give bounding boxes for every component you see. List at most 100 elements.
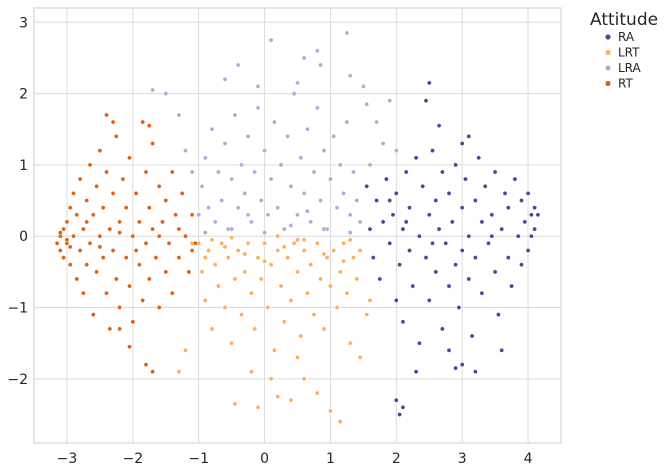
data-point: [268, 376, 274, 382]
data-point: [285, 134, 290, 139]
data-point: [97, 148, 103, 153]
data-point: [400, 226, 406, 232]
data-point: [212, 219, 218, 225]
data-point: [114, 276, 119, 282]
data-point: [364, 183, 370, 189]
data-point: [479, 219, 485, 225]
data-point: [364, 312, 370, 317]
plot-frame: [33, 7, 562, 444]
data-point: [176, 369, 182, 375]
data-point: [321, 148, 327, 153]
data-point: [97, 233, 103, 239]
data-point: [314, 390, 320, 396]
data-point: [285, 255, 290, 260]
data-point: [110, 119, 116, 125]
data-point: [281, 244, 287, 250]
data-point: [486, 240, 491, 246]
legend-label: LRT: [618, 46, 640, 60]
data-point: [199, 183, 205, 189]
data-point: [87, 240, 93, 246]
data-point: [502, 191, 508, 196]
data-point: [291, 240, 297, 246]
data-point: [232, 112, 238, 118]
data-point: [183, 233, 188, 239]
data-point: [331, 134, 337, 139]
data-point: [301, 55, 307, 61]
data-point: [199, 269, 205, 275]
data-point: [245, 212, 251, 218]
data-point: [400, 404, 406, 410]
data-point: [127, 155, 132, 161]
data-point: [423, 255, 429, 260]
data-point: [512, 176, 518, 182]
data-point: [295, 212, 300, 218]
x-tick-label: 1: [326, 451, 335, 467]
data-point: [54, 240, 60, 246]
data-point: [433, 198, 439, 203]
data-point: [393, 191, 399, 196]
data-point: [453, 365, 458, 371]
data-point: [137, 262, 142, 268]
data-point: [367, 298, 373, 303]
data-point: [505, 205, 511, 210]
data-point: [193, 240, 198, 246]
data-point: [519, 198, 524, 203]
data-point: [127, 283, 132, 289]
data-point: [466, 134, 472, 139]
data-point: [453, 262, 458, 268]
data-point: [308, 262, 314, 268]
data-point: [334, 205, 340, 210]
data-point: [357, 355, 363, 360]
data-point: [281, 319, 287, 325]
data-point: [77, 248, 83, 253]
data-point: [268, 37, 274, 43]
data-point: [341, 258, 346, 264]
data-point: [209, 237, 215, 243]
data-point: [84, 198, 89, 203]
data-point: [146, 276, 152, 282]
data-point: [262, 148, 267, 153]
data-point: [104, 290, 109, 296]
data-point: [146, 123, 152, 128]
data-point: [150, 369, 155, 375]
data-point: [156, 305, 162, 310]
data-point: [268, 176, 274, 182]
data-point: [156, 183, 162, 189]
data-point: [489, 212, 495, 218]
data-point: [110, 248, 116, 253]
data-point: [202, 155, 208, 161]
data-point: [377, 276, 383, 282]
data-point: [311, 312, 317, 317]
data-point: [262, 258, 267, 264]
data-point: [107, 226, 113, 232]
data-point: [288, 183, 294, 189]
data-point: [97, 244, 103, 250]
data-point: [278, 162, 284, 168]
data-point: [347, 212, 353, 218]
data-point: [328, 176, 333, 182]
data-point: [344, 30, 350, 36]
data-point: [249, 369, 254, 375]
data-point: [255, 404, 261, 410]
data-point: [74, 276, 80, 282]
data-point: [255, 255, 261, 260]
data-point: [311, 169, 317, 175]
data-point: [156, 233, 162, 239]
data-point: [61, 226, 66, 232]
data-point: [84, 219, 89, 225]
data-point: [321, 226, 327, 232]
data-point: [58, 230, 63, 235]
data-point: [328, 408, 333, 414]
data-point: [67, 244, 73, 250]
data-point: [94, 183, 99, 189]
data-point: [58, 248, 63, 253]
data-point: [81, 290, 86, 296]
data-point: [77, 176, 83, 182]
data-point: [361, 84, 366, 89]
data-point: [186, 269, 192, 275]
x-tick-label: −1: [188, 451, 209, 467]
data-point: [291, 91, 297, 96]
data-point: [417, 340, 422, 346]
data-point: [212, 262, 218, 268]
data-point: [71, 233, 76, 239]
